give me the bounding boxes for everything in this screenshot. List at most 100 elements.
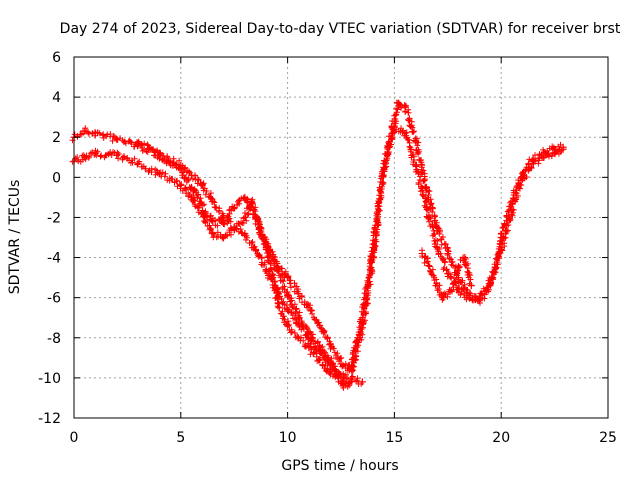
data-point [294, 320, 302, 328]
data-point [422, 203, 430, 211]
data-point [294, 334, 302, 342]
x-tick-label: 5 [176, 430, 185, 446]
data-point [497, 246, 505, 254]
data-point [305, 328, 313, 336]
data-point [284, 292, 292, 300]
y-tick-label: -6 [47, 291, 61, 307]
data-point [230, 203, 238, 211]
data-point [358, 324, 366, 332]
data-point [390, 117, 398, 125]
chart-title: Day 274 of 2023, Sidereal Day-to-day VTE… [60, 21, 621, 37]
data-point [177, 165, 185, 173]
data-point [412, 161, 420, 169]
data-point [81, 153, 89, 161]
y-tick-label: 4 [52, 90, 61, 106]
data-point [275, 304, 283, 312]
data-point [337, 378, 345, 386]
data-point [284, 322, 292, 330]
data-point [241, 213, 249, 221]
data-series [69, 99, 567, 391]
data-point [134, 159, 142, 167]
data-point [155, 151, 163, 159]
data-point [316, 322, 324, 330]
data-point [166, 157, 174, 165]
data-point [395, 99, 403, 107]
data-point [348, 374, 356, 382]
x-tick-label: 25 [599, 430, 617, 446]
axis-ticks: 0 5 10 15 20 25 -12 -10 -8 -6 -4 -2 0 2 4 6 [38, 50, 617, 446]
data-point [326, 368, 334, 376]
data-point [209, 217, 217, 225]
data-point [465, 294, 473, 302]
data-point [444, 250, 452, 258]
data-point [540, 153, 548, 161]
data-point [252, 213, 260, 221]
data-point [440, 294, 448, 302]
data-point [187, 171, 195, 179]
data-point [316, 356, 324, 364]
data-point [433, 244, 441, 252]
data-point [326, 340, 334, 348]
data-point [305, 304, 313, 312]
data-point [446, 288, 454, 296]
data-point [262, 246, 270, 254]
data-point [220, 213, 228, 221]
y-tick-label: -4 [47, 251, 61, 267]
data-point [380, 167, 388, 175]
y-tick-label: 0 [52, 170, 61, 186]
data-point [145, 145, 153, 153]
y-tick-label: 6 [52, 50, 61, 66]
data-point [369, 244, 377, 252]
y-tick-label: 2 [52, 130, 61, 146]
series-track-d [252, 213, 356, 388]
data-point [284, 306, 292, 314]
x-axis-title: GPS time / hours [281, 458, 398, 474]
data-point [220, 219, 228, 227]
data-point [177, 181, 185, 189]
data-point [252, 246, 260, 254]
data-point [551, 149, 559, 157]
data-point [390, 123, 398, 131]
data-point [113, 135, 121, 143]
data-point [418, 250, 426, 258]
data-point [198, 201, 206, 209]
plot-frame [73, 56, 609, 419]
data-point [454, 286, 462, 294]
x-tick-label: 15 [385, 430, 403, 446]
series-track-e [418, 247, 475, 303]
data-point [337, 360, 345, 368]
x-tick-label: 0 [70, 430, 79, 446]
data-point [476, 294, 484, 302]
data-point [467, 282, 475, 290]
data-point [454, 264, 462, 272]
data-point [487, 280, 495, 288]
data-point [358, 378, 366, 386]
data-point [559, 145, 567, 153]
data-point [401, 103, 409, 111]
data-point [198, 181, 206, 189]
data-point [401, 129, 409, 137]
data-point [422, 183, 430, 191]
data-point [305, 344, 313, 352]
data-point [155, 169, 163, 177]
data-point [461, 254, 469, 262]
data-point [187, 183, 195, 191]
data-point [209, 197, 217, 205]
data-point [241, 229, 249, 237]
data-point [519, 173, 527, 181]
data-point [230, 225, 238, 233]
data-point [294, 290, 302, 298]
data-point [284, 274, 292, 282]
y-tick-label: -10 [38, 371, 61, 387]
y-tick-label: -2 [47, 210, 61, 226]
data-point [454, 274, 462, 282]
data-point [294, 312, 302, 320]
data-point [91, 129, 99, 137]
data-point [316, 342, 324, 350]
data-point [412, 137, 420, 145]
data-point [113, 151, 121, 159]
data-point [81, 127, 89, 135]
data-point [241, 193, 249, 201]
